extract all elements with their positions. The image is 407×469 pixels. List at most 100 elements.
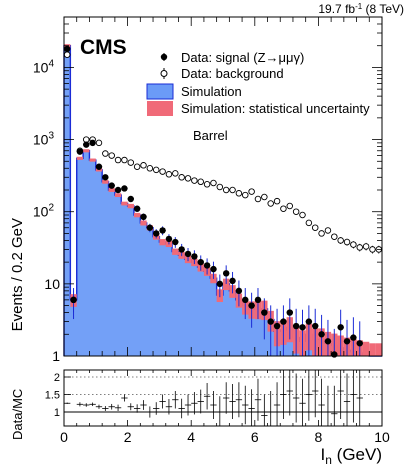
background-point (95, 139, 103, 147)
background-point (165, 171, 173, 178)
signal-point (318, 331, 325, 338)
signal-point (95, 163, 103, 170)
signal-point (153, 230, 160, 237)
signal-point (248, 302, 255, 309)
x-tick-labels: 0 2 4 6 8 10 (60, 429, 390, 445)
signal-point (140, 213, 147, 221)
background-point (362, 243, 370, 250)
signal-point (102, 174, 109, 181)
background-point (197, 178, 204, 186)
background-point (191, 177, 198, 184)
signal-point (146, 224, 154, 231)
legend: Data: signal (Z→μμγ) Data: background Si… (146, 50, 370, 116)
background-point (337, 237, 344, 244)
y-axis-title: Events / 0.2 GeV (9, 218, 26, 331)
x-tick-label: 4 (187, 429, 195, 445)
signal-point (216, 280, 224, 288)
x-tick-label: 0 (60, 429, 68, 445)
simulation-fill-area (64, 45, 382, 357)
uncertainty-bin (121, 201, 128, 206)
signal-point (89, 139, 96, 147)
signal-point (312, 322, 319, 330)
signal-point (159, 227, 166, 234)
luminosity-label: 19.7 fb-1 (8 TeV) (318, 2, 404, 16)
signal-point (203, 262, 211, 269)
legend-signal-marker (160, 53, 168, 61)
background-point (356, 244, 363, 251)
x-tick-label: 8 (315, 429, 323, 445)
ratio-y-tick-label: 2 (54, 372, 60, 384)
y-tick-label: 103 (33, 131, 55, 148)
uncertainty-bin (127, 203, 134, 209)
signal-point (76, 148, 84, 155)
ratio-y-tick-labels: 11.52 (45, 372, 60, 419)
background-point (222, 186, 230, 194)
uncertainty-bin (159, 239, 166, 246)
legend-uncertainty-swatch (147, 101, 173, 116)
uncertainty-bin (223, 278, 230, 291)
uncertainty-bin (108, 188, 115, 192)
background-point (152, 166, 160, 174)
background-point (343, 238, 351, 246)
main-plot-panel: 1 10 102 103 104 (33, 16, 383, 364)
signal-point (235, 287, 243, 295)
y-tick-label: 10 (44, 276, 60, 292)
signal-point (165, 235, 173, 243)
signal-point (191, 253, 198, 260)
ratio-data-points (64, 370, 363, 426)
signal-point (350, 334, 357, 341)
legend-item-simulation: Simulation (146, 83, 242, 100)
background-point (311, 224, 319, 231)
signal-point (343, 338, 351, 345)
background-point (229, 186, 236, 194)
signal-point (229, 277, 236, 285)
signal-point (356, 340, 363, 347)
signal-point (261, 309, 268, 316)
background-point (178, 174, 185, 181)
background-point (267, 200, 274, 207)
background-point (114, 156, 122, 164)
background-point (286, 202, 294, 210)
uncertainty-bin (140, 220, 147, 226)
signal-point (280, 318, 287, 325)
signal-point (133, 205, 141, 212)
signal-point (254, 296, 262, 304)
background-point (121, 156, 128, 164)
background-point (280, 205, 287, 212)
background-point (299, 211, 306, 219)
background-point (127, 159, 135, 166)
background-point (172, 170, 179, 177)
x-tick-label: 2 (124, 429, 132, 445)
x-tick-label: 10 (374, 429, 390, 445)
cms-label: CMS (80, 36, 127, 59)
legend-background-marker (160, 70, 168, 77)
legend-item-signal: Data: signal (Z→μμγ) (160, 50, 304, 65)
ratio-y-tick-label: 1.5 (45, 390, 60, 402)
main-axis-ticks (63, 16, 383, 357)
x-tick-label: 6 (251, 429, 259, 445)
signal-point (210, 265, 217, 273)
background-point (248, 188, 255, 195)
lumi-exponent: -1 (355, 2, 363, 11)
uncertainty-bin (362, 341, 370, 356)
x-axis-title-subscript: n (325, 453, 332, 467)
background-point (235, 190, 243, 197)
background-point (350, 241, 357, 248)
signal-point (292, 322, 300, 330)
y-tick-label: 104 (33, 58, 55, 75)
uncertainty-bin (102, 179, 109, 184)
background-point (63, 51, 71, 58)
legend-item-background: Data: background (160, 66, 284, 81)
uncertainty-bin (133, 212, 141, 218)
signal-point (267, 318, 274, 325)
background-point (203, 181, 211, 188)
background-point (369, 246, 376, 253)
uncertainty-bin (114, 193, 122, 198)
signal-point (197, 258, 204, 266)
ratio-axis-ticks (63, 370, 383, 426)
legend-item-uncertainty: Simulation: statistical uncertainty (147, 101, 370, 116)
ratio-plot-frame (63, 369, 383, 427)
signal-point (172, 238, 179, 246)
background-point (108, 152, 115, 159)
